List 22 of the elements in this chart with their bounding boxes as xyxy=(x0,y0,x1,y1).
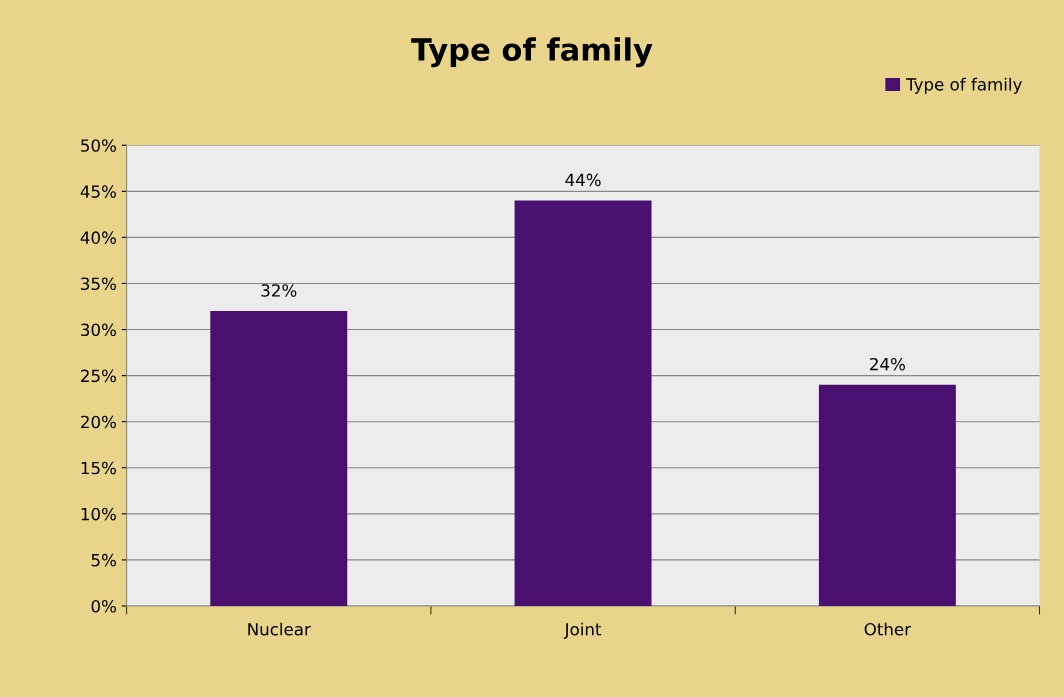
y-tick-label: 30% xyxy=(81,323,116,337)
legend-label: Type of family xyxy=(905,77,1022,94)
data-label: 32% xyxy=(261,284,297,297)
x-tick-label: Other xyxy=(864,622,912,636)
y-tick-label: 10% xyxy=(81,507,116,521)
y-tick-label: 40% xyxy=(80,231,116,244)
x-tick-label: Joint xyxy=(563,622,602,639)
y-tick-label: 5% xyxy=(91,553,116,567)
data-label: 24% xyxy=(870,357,905,371)
bar xyxy=(818,384,956,606)
chart-title: Type of family xyxy=(411,37,653,68)
y-tick-label: 45% xyxy=(80,185,116,198)
x-tick-label: Nuclear xyxy=(248,622,311,636)
bar xyxy=(514,200,652,606)
y-tick-label: 20% xyxy=(81,415,116,429)
y-tick-label: 35% xyxy=(81,277,116,291)
bar xyxy=(210,311,348,606)
y-tick-label: 50% xyxy=(81,139,116,152)
y-tick-label: 25% xyxy=(81,369,116,383)
y-tick-label: 15% xyxy=(81,461,116,475)
y-tick-label: 0% xyxy=(91,599,116,613)
data-label: 44% xyxy=(565,173,601,187)
